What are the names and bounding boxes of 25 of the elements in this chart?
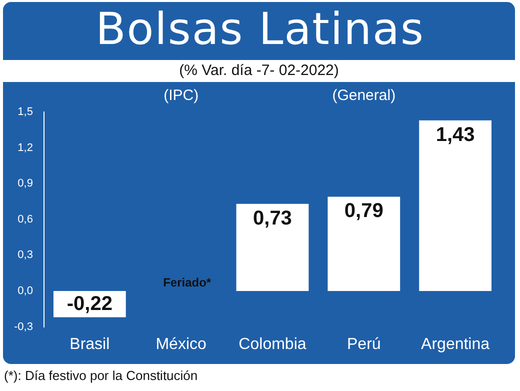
x-tick-label: México bbox=[156, 336, 207, 353]
text: (IPC) bbox=[164, 87, 199, 104]
text: (General) bbox=[332, 87, 396, 104]
data-label: 0,73 bbox=[253, 207, 292, 230]
x-tick-label: Brasil bbox=[70, 336, 110, 353]
bar bbox=[328, 196, 400, 291]
bar bbox=[236, 204, 309, 291]
bar bbox=[419, 120, 492, 291]
chart-title: Bolsas Latinas bbox=[94, 3, 426, 57]
annotation: Feriado* bbox=[163, 275, 212, 290]
text: (*): Día festivo por la Constitución bbox=[4, 368, 198, 383]
y-tick-label: 0,3 bbox=[18, 249, 33, 262]
y-tick-label: 1,2 bbox=[18, 142, 33, 154]
y-tick-label: 0,6 bbox=[18, 213, 33, 226]
data-label: -0,22 bbox=[66, 292, 112, 315]
x-tick-label: Colombia bbox=[238, 336, 306, 353]
y-tick-label: 1,5 bbox=[18, 106, 33, 118]
data-label: 1,43 bbox=[436, 124, 475, 146]
data-label: 0,79 bbox=[344, 200, 384, 222]
x-tick-label: Perú bbox=[346, 336, 381, 353]
x-tick-label: Argentina bbox=[421, 336, 490, 353]
y-tick-label: 0,9 bbox=[18, 178, 33, 190]
y-tick-label: 0,0 bbox=[18, 285, 33, 298]
chart-subtitle: (% Var. día -7- 02-2022) bbox=[3, 60, 515, 82]
y-tick-label: -0,3 bbox=[14, 320, 33, 333]
